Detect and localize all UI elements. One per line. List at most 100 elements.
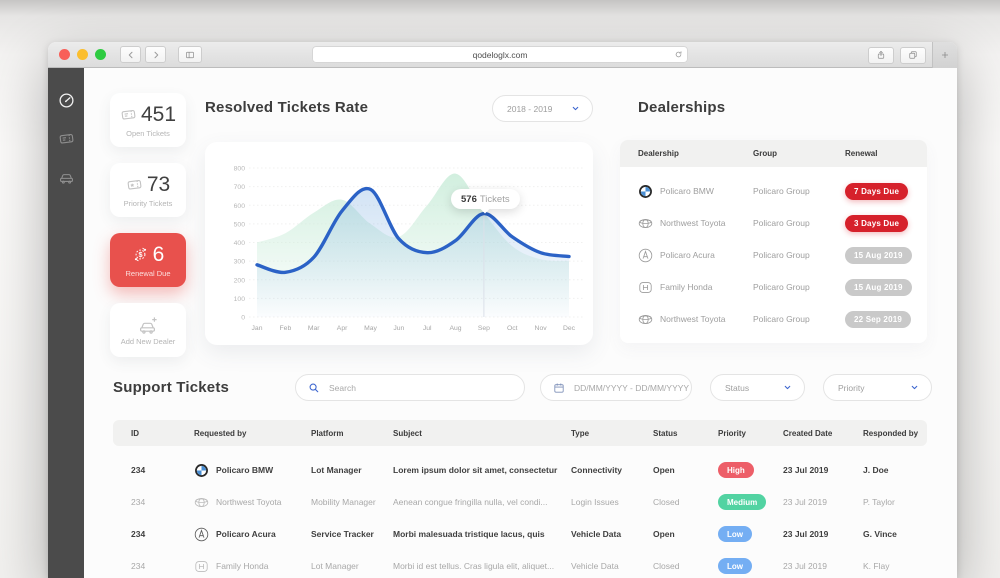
svg-text:Jun: Jun: [393, 325, 404, 332]
app-sidebar: [48, 68, 84, 578]
dealership-group: Policaro Group: [753, 186, 810, 196]
add-new-dealer-button[interactable]: Add New Dealer: [110, 303, 186, 357]
column-header: Subject: [393, 428, 422, 438]
cell-id: 234: [131, 561, 146, 571]
dealership-name: Policaro BMW: [660, 186, 714, 196]
cell-created-date: 23 Jul 2019: [783, 561, 827, 571]
minimize-window-button[interactable]: [77, 49, 88, 60]
dealership-row[interactable]: Northwest Toyota Policaro Group 22 Sep 201…: [620, 303, 927, 335]
ticket-row[interactable]: 234 Family Honda Lot Manager Morbi id est t…: [113, 550, 927, 578]
cell-type: Vehicle Data: [571, 529, 622, 539]
cell-responded-by: P. Taylor: [863, 497, 895, 507]
cell-created-date: 23 Jul 2019: [783, 497, 827, 507]
sidebar-item-tickets[interactable]: [58, 130, 75, 147]
sidebar-toggle-button[interactable]: [178, 46, 202, 63]
cell-id: 234: [131, 465, 146, 475]
column-header: Responded by: [863, 428, 919, 438]
ticket-row[interactable]: 234 Northwest Toyota Mobility Manager Aenea…: [113, 486, 927, 518]
sidebar-item-dealers[interactable]: [58, 168, 75, 185]
priority-badge: Low: [718, 526, 752, 542]
column-header: Platform: [311, 428, 344, 438]
forward-button[interactable]: [145, 46, 166, 63]
back-icon: [126, 50, 136, 60]
search-field[interactable]: [295, 374, 525, 401]
dealership-row[interactable]: Policaro Acura Policaro Group 15 Aug 2019: [620, 239, 927, 271]
dealerships-table-header: Dealership Group Renewal: [620, 140, 927, 167]
dealership-row[interactable]: Northwest Toyota Policaro Group 3 Days Due: [620, 207, 927, 239]
svg-text:300: 300: [234, 259, 246, 266]
column-header: ID: [131, 428, 139, 438]
priority-badge: High: [718, 462, 754, 478]
honda-logo: [638, 280, 653, 295]
address-bar[interactable]: qodeloglx.com: [312, 46, 688, 63]
stat-card-renewal-due: $ 6 Renewal Due: [110, 233, 186, 287]
chevron-down-icon: [783, 383, 792, 392]
cell-platform: Lot Manager: [311, 465, 362, 475]
svg-text:Oct: Oct: [507, 325, 518, 332]
forward-icon: [151, 50, 161, 60]
ticket-star-icon: [126, 176, 143, 193]
status-dropdown[interactable]: Status: [710, 374, 805, 401]
chevron-down-icon: [910, 383, 919, 392]
svg-text:400: 400: [234, 240, 246, 247]
column-header: Group: [753, 149, 777, 158]
chevron-down-icon: [571, 104, 580, 113]
cell-responded-by: K. Flay: [863, 561, 890, 571]
cell-platform: Lot Manager: [311, 561, 359, 571]
year-range-dropdown[interactable]: 2018 - 2019: [492, 95, 593, 122]
sidebar-item-dashboard[interactable]: [58, 92, 75, 109]
reload-button[interactable]: [674, 50, 683, 59]
share-icon: [876, 50, 886, 60]
share-button[interactable]: [868, 46, 894, 64]
cell-created-date: 23 Jul 2019: [783, 465, 829, 475]
cell-subject: Morbi malesuada tristique lacus, quis: [393, 529, 545, 539]
new-tab-button[interactable]: [932, 42, 957, 68]
search-input[interactable]: [327, 381, 524, 394]
cell-status: Closed: [653, 497, 680, 507]
dealership-row[interactable]: Family Honda Policaro Group 15 Aug 2019: [620, 271, 927, 303]
cell-responded-by: G. Vince: [863, 529, 897, 539]
column-header: Dealership: [638, 149, 679, 158]
ticket-icon: [120, 106, 137, 123]
ticket-row[interactable]: 234 Policaro Acura Service Tracker Morbi ma…: [113, 518, 927, 550]
cell-requested-by: Northwest Toyota: [216, 497, 282, 507]
tooltip-value: 576: [461, 193, 477, 205]
renewal-due-label: Renewal Due: [125, 268, 171, 278]
acura-logo: [194, 527, 209, 542]
dealership-row[interactable]: Policaro BMW Policaro Group 7 Days Due: [620, 175, 927, 207]
open-tickets-label: Open Tickets: [126, 128, 170, 138]
svg-text:May: May: [364, 325, 377, 332]
date-range-input[interactable]: [572, 381, 691, 394]
close-window-button[interactable]: [59, 49, 70, 60]
support-table-body: 234 Policaro BMW Lot Manager Lorem ipsum do…: [113, 454, 927, 578]
dealership-group: Policaro Group: [753, 282, 810, 292]
svg-text:Aug: Aug: [449, 325, 461, 332]
chart-title: Resolved Tickets Rate: [205, 99, 369, 116]
cell-platform: Mobility Manager: [311, 497, 376, 507]
zoom-window-button[interactable]: [95, 49, 106, 60]
column-header: Type: [571, 428, 590, 438]
chart-tooltip: 576 Tickets: [451, 189, 520, 209]
column-header: Created Date: [783, 428, 833, 438]
priority-dropdown[interactable]: Priority: [823, 374, 932, 401]
column-header: Renewal: [845, 149, 878, 158]
cell-type: Login Issues: [571, 497, 619, 507]
show-tabs-button[interactable]: [900, 46, 926, 64]
cell-responded-by: J. Doe: [863, 465, 889, 475]
plus-icon: [940, 50, 950, 60]
ticket-row[interactable]: 234 Policaro BMW Lot Manager Lorem ipsum do…: [113, 454, 927, 486]
tooltip-unit: Tickets: [479, 193, 510, 205]
svg-text:Jan: Jan: [252, 325, 263, 332]
back-button[interactable]: [120, 46, 141, 63]
dealership-name: Northwest Toyota: [660, 218, 726, 228]
date-range-field[interactable]: [540, 374, 692, 401]
support-tickets-title: Support Tickets: [113, 379, 230, 396]
add-new-dealer-label: Add New Dealer: [120, 336, 176, 346]
renewal-badge: 7 Days Due: [845, 182, 909, 200]
cell-id: 234: [131, 497, 146, 507]
dashboard-page: 451 Open Tickets 73 Priority Tickets $ 6…: [48, 68, 957, 578]
search-icon: [308, 382, 320, 394]
cell-subject: Aenean congue fringilla nulla, vel condi…: [393, 497, 548, 507]
cell-created-date: 23 Jul 2019: [783, 529, 829, 539]
svg-text:Jul: Jul: [423, 325, 432, 332]
